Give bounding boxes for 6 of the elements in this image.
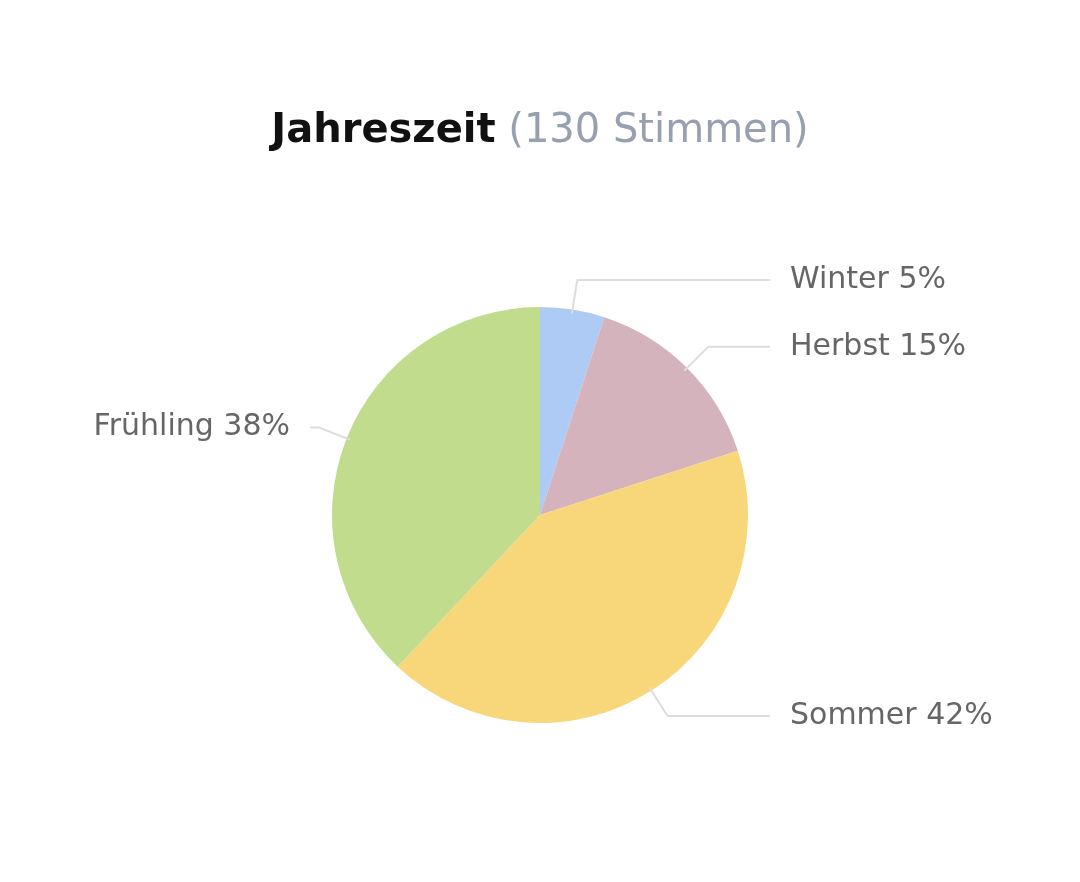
slice-label: Sommer 42% — [790, 695, 993, 731]
chart-subtitle: (130 Stimmen) — [508, 105, 809, 151]
chart-title: Jahreszeit — [271, 105, 496, 151]
slice-label: Winter 5% — [790, 259, 947, 295]
slice-label: Frühling 38% — [93, 407, 290, 443]
slice-label: Herbst 15% — [790, 326, 967, 362]
